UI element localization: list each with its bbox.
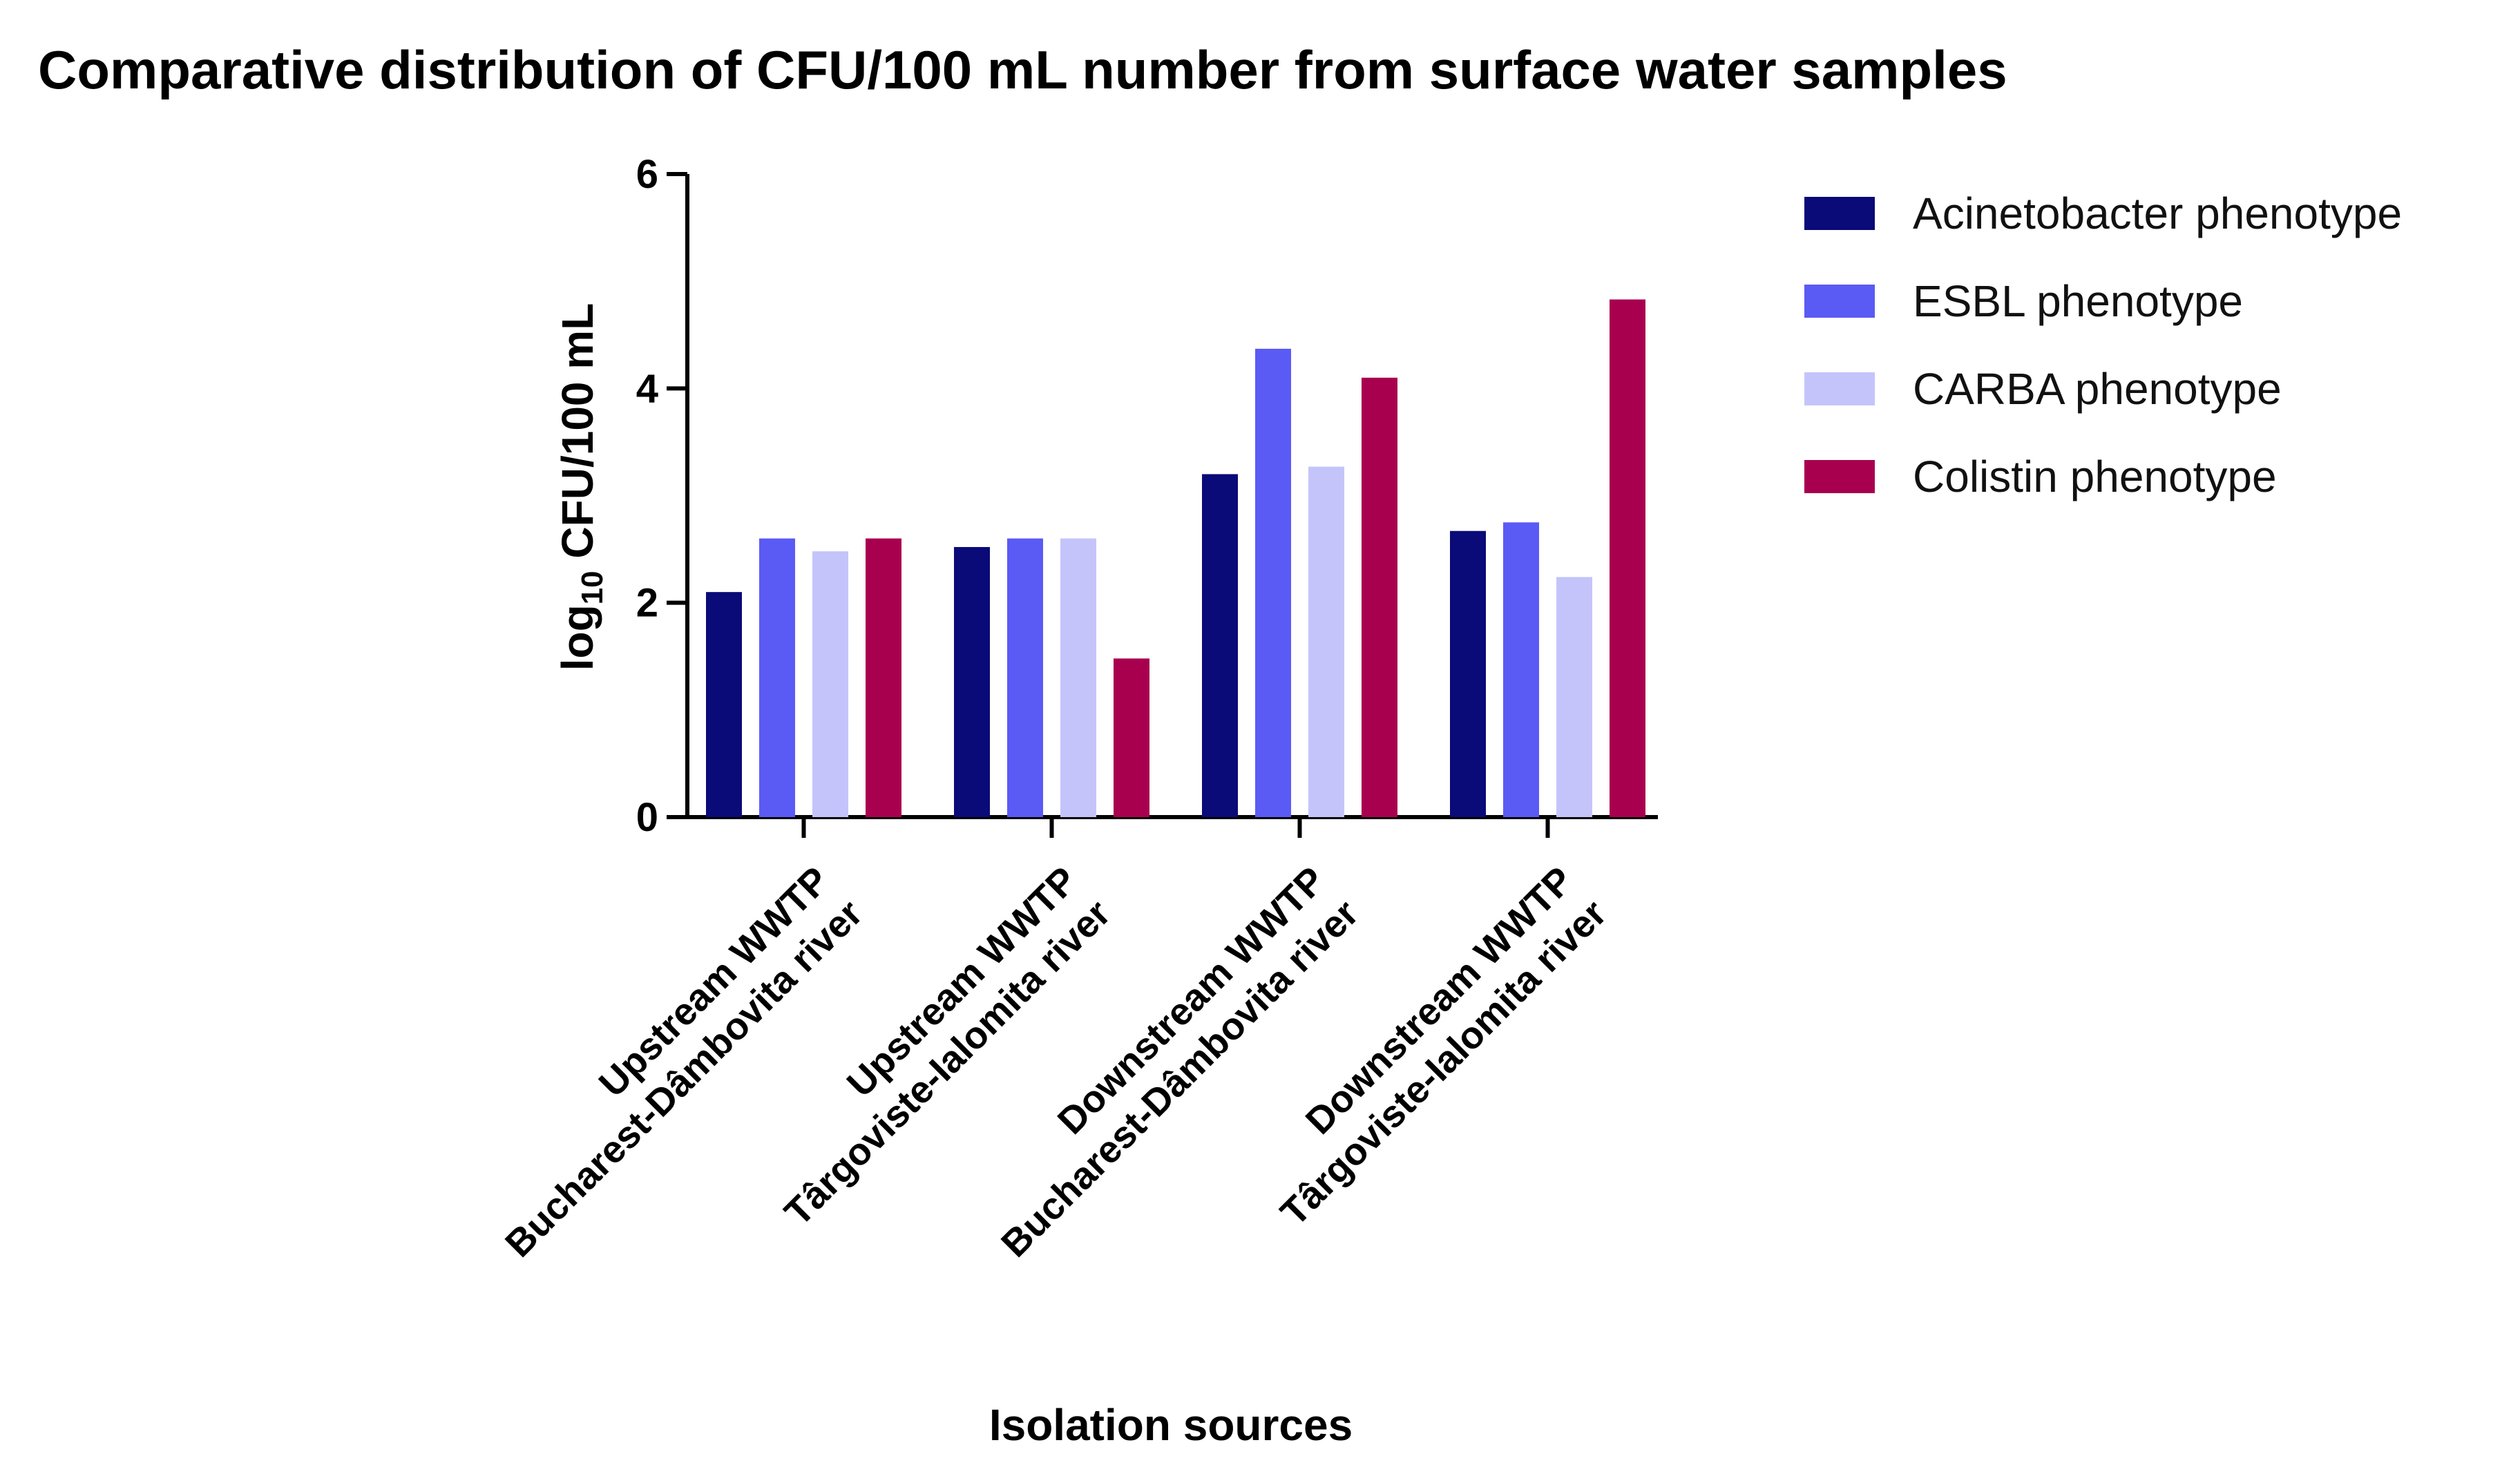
bar — [1308, 466, 1344, 817]
bar — [1007, 538, 1043, 817]
x-axis-title: Isolation sources — [989, 1400, 1353, 1450]
legend: Acinetobacter phenotype ESBL phenotype CAR… — [1804, 189, 2402, 501]
bar — [1450, 530, 1486, 817]
legend-swatch — [1804, 197, 1875, 230]
bar — [1114, 658, 1149, 817]
svg-text:log10 CFU/100 mL: log10 CFU/100 mL — [553, 303, 609, 671]
legend-label: Colistin phenotype — [1913, 452, 2277, 501]
y-tick-label: 0 — [636, 795, 658, 840]
legend-label: CARBA phenotype — [1913, 364, 2282, 414]
legend-swatch — [1804, 372, 1875, 405]
bar — [1060, 538, 1096, 817]
y-axis-title-suffix: CFU/100 mL — [553, 303, 602, 571]
legend-label: ESBL phenotype — [1913, 276, 2243, 326]
y-tick-label: 6 — [636, 152, 658, 197]
bar — [1202, 474, 1238, 817]
y-axis-title-subscript: 10 — [575, 571, 609, 604]
y-axis-title: log10 CFU/100 mL — [553, 303, 609, 671]
chart-title: Comparative distribution of CFU/100 mL n… — [38, 39, 2007, 100]
bar — [1556, 577, 1592, 817]
legend-label: Acinetobacter phenotype — [1913, 189, 2402, 238]
y-axis-title-prefix: log — [553, 604, 602, 671]
bar — [1255, 348, 1291, 818]
bar — [812, 551, 848, 817]
bar — [706, 592, 742, 817]
bar — [866, 538, 901, 817]
bar — [954, 546, 990, 817]
bar — [1362, 377, 1397, 817]
bar — [1610, 299, 1645, 817]
y-tick-label: 2 — [636, 581, 658, 626]
legend-swatch — [1804, 285, 1875, 318]
bar — [1503, 522, 1539, 817]
y-tick-label: 4 — [636, 366, 658, 411]
bar — [759, 538, 795, 817]
legend-swatch — [1804, 460, 1875, 493]
